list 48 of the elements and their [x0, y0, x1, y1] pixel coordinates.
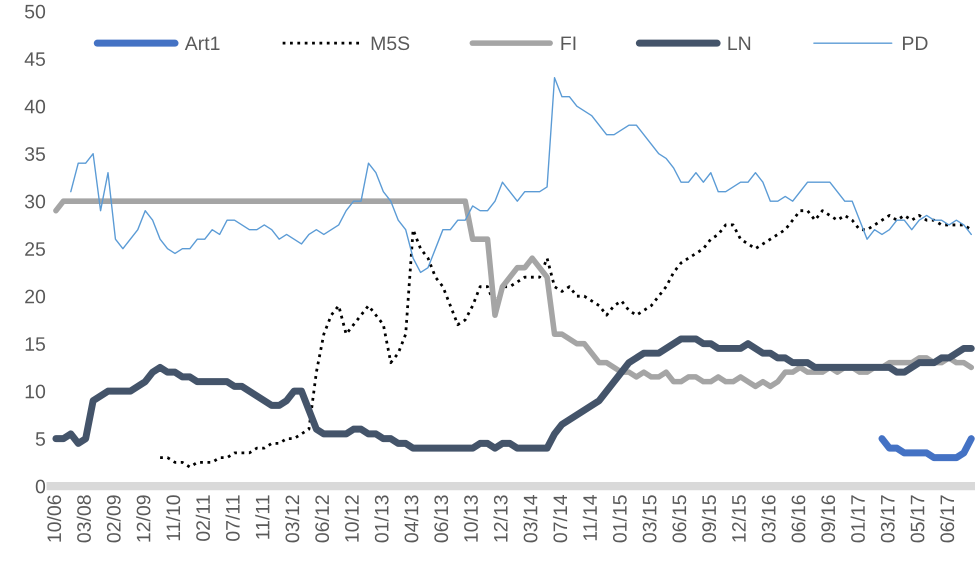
y-tick-label: 30 [24, 194, 46, 208]
y-tick-label: 0 [36, 480, 46, 494]
x-tick-label: 07/14 [552, 495, 568, 542]
x-tick-label: 06/12 [314, 495, 330, 542]
legend-label: PD [903, 36, 928, 50]
y-tick-label: 5 [36, 432, 46, 446]
x-tick-label: 06/16 [791, 495, 806, 542]
x-tick-label: 03/12 [284, 495, 300, 542]
x-tick-label: 09/16 [820, 495, 836, 542]
y-tick-label: 10 [26, 384, 46, 398]
legend-label: Art1 [184, 36, 220, 50]
legend-label: FI [561, 36, 576, 50]
y-tick-label: 25 [25, 242, 46, 256]
x-tick-label: 10/12 [344, 495, 359, 542]
x-tick-label: 03/14 [523, 495, 538, 542]
x-tick-label: 06/13 [434, 495, 448, 542]
x-tick-label: 09/15 [702, 495, 716, 542]
x-tick-label: 12/09 [136, 495, 150, 542]
x-tick-label: 03/16 [761, 495, 776, 542]
x-tick-label: 04/13 [404, 495, 418, 542]
x-tick-label: 11/14 [582, 495, 597, 540]
y-tick-label: 35 [24, 147, 46, 161]
x-tick-label: 02/11 [196, 495, 210, 541]
x-tick-label: 03/08 [76, 495, 91, 542]
y-tick-label: 20 [25, 290, 46, 304]
legend-label: LN [728, 36, 750, 50]
x-tick-label: 06/17 [940, 495, 954, 542]
x-tick-label: 11/10 [166, 495, 180, 540]
x-tick-label: 01/13 [374, 495, 389, 542]
x-tick-label: 01/15 [612, 495, 627, 542]
x-tick-label: 01/17 [850, 495, 865, 542]
x-tick-label: 03/17 [880, 495, 895, 542]
line-series [70, 77, 972, 274]
y-tick-label: 15 [26, 337, 46, 351]
x-tick-label: 10/13 [464, 495, 478, 542]
x-tick-label: 11/11 [255, 495, 270, 539]
y-tick-label: 40 [24, 100, 46, 114]
x-tick-label: 02/09 [106, 495, 121, 542]
x-tick-label: 05/17 [910, 495, 924, 542]
y-tick-label: 50 [24, 4, 46, 18]
y-tick-label: 45 [24, 52, 46, 66]
x-tick-label: 12/13 [493, 495, 508, 542]
x-tick-label: 06/15 [672, 495, 686, 542]
x-tick-label: 07/11 [225, 495, 240, 541]
x-tick-label: 03/15 [642, 495, 656, 542]
x-tick-label: 10/06 [46, 495, 62, 542]
x-tick-label: 12/15 [732, 495, 746, 542]
legend-label: M5S [372, 36, 410, 50]
